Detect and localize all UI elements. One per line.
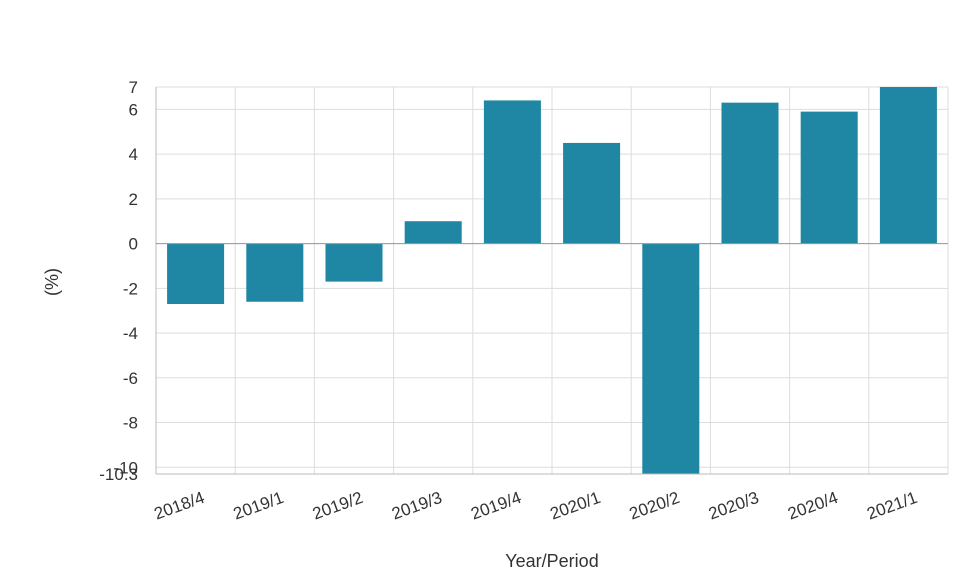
bar[interactable] bbox=[721, 102, 779, 244]
x-tick-label: 2020/1 bbox=[548, 488, 603, 524]
bar[interactable] bbox=[642, 243, 700, 474]
y-axis-label: (%) bbox=[42, 268, 62, 296]
x-tick-label: 2019/1 bbox=[231, 488, 286, 524]
y-tick-label: -4 bbox=[123, 324, 138, 343]
axes bbox=[155, 87, 948, 475]
y-tick-label: 4 bbox=[129, 145, 138, 164]
y-tick-label: 0 bbox=[129, 235, 138, 254]
y-tick-label: 2 bbox=[129, 190, 138, 209]
x-tick-label: 2018/4 bbox=[152, 488, 207, 524]
y-tick-label: -8 bbox=[123, 414, 138, 433]
x-tick-label: 2021/1 bbox=[864, 488, 919, 524]
y-tick-label: -10 bbox=[113, 458, 138, 477]
y-tick-label: -6 bbox=[123, 369, 138, 388]
bar[interactable] bbox=[246, 243, 304, 302]
bar[interactable] bbox=[404, 221, 462, 244]
x-tick-label: 2020/3 bbox=[706, 488, 761, 524]
x-tick-label: 2019/2 bbox=[310, 488, 365, 524]
x-axis-label: Year/Period bbox=[505, 551, 598, 571]
x-tick-label: 2020/4 bbox=[785, 488, 840, 524]
bar[interactable] bbox=[483, 100, 541, 244]
bar[interactable] bbox=[167, 243, 225, 304]
x-tick-label: 2019/3 bbox=[389, 488, 444, 524]
bar[interactable] bbox=[800, 111, 858, 244]
bar[interactable] bbox=[563, 142, 621, 244]
y-tick-label: 7 bbox=[129, 78, 138, 97]
y-tick-label: -2 bbox=[123, 279, 138, 298]
bar[interactable] bbox=[325, 243, 383, 282]
bar[interactable] bbox=[879, 87, 937, 244]
x-tick-label: 2019/4 bbox=[468, 488, 523, 524]
y-tick-label: 6 bbox=[129, 100, 138, 119]
x-tick-label: 2020/2 bbox=[627, 488, 682, 524]
y-tick-label: -10.3 bbox=[99, 465, 138, 484]
bars bbox=[167, 87, 937, 474]
